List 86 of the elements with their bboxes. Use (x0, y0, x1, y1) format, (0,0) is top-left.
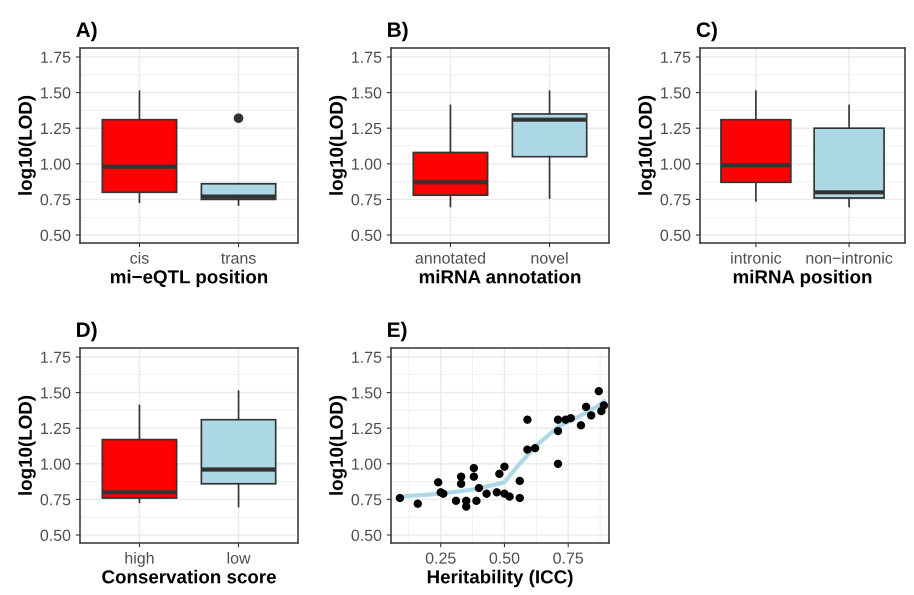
y-tick-label: 1.25 (41, 422, 70, 434)
point (554, 426, 562, 436)
y-tick-label: 0.50 (352, 230, 382, 241)
point (456, 480, 466, 488)
point (582, 402, 590, 411)
point (554, 415, 562, 424)
y-tick-label: 0.75 (40, 494, 70, 506)
point (516, 494, 524, 502)
point (456, 472, 466, 481)
chart-title: C) (696, 22, 717, 42)
point (600, 401, 608, 410)
y-tick-label: 1.50 (352, 87, 382, 99)
y-tick-label: 0.75 (352, 194, 382, 206)
y-tick-label: 1.00 (352, 158, 382, 170)
y-tick-label: 0.50 (40, 530, 70, 541)
point (470, 464, 478, 472)
point (576, 421, 586, 430)
x-tick-label: novel (532, 252, 568, 264)
y-tick-label: 1.25 (352, 122, 382, 134)
point (500, 462, 509, 471)
x-tick-label: intronic (731, 252, 782, 264)
point (566, 414, 575, 422)
point (495, 470, 504, 478)
y-tick-label: 0.50 (40, 230, 70, 241)
x-tick-label: 0.75 (553, 552, 584, 564)
y-tick-label: 1.75 (352, 352, 382, 363)
y-tick-label: 1.75 (352, 52, 382, 63)
chart-title: E) (388, 322, 406, 342)
x-tick-label: high (125, 552, 154, 567)
y-axis-title: log10(LOD) (329, 396, 347, 495)
point (439, 490, 448, 498)
point (474, 484, 484, 492)
point (434, 478, 442, 486)
y-tick-label: 0.50 (660, 230, 690, 241)
y-tick-label: 0.75 (40, 194, 70, 206)
y-tick-label: 0.75 (660, 194, 690, 206)
point (482, 490, 491, 498)
chart-title: A) (76, 22, 97, 42)
x-tick-label: low (228, 552, 251, 564)
chart-title: B) (388, 22, 408, 42)
y-tick-label: 1.00 (661, 158, 690, 170)
y-tick-label: 1.50 (41, 87, 70, 99)
point (472, 496, 481, 506)
y-axis-title: log10(LOD) (329, 96, 347, 195)
x-tick-label: non−intronic (806, 252, 892, 264)
y-tick-label: 0.50 (352, 530, 382, 541)
y-tick-label: 1.25 (661, 122, 690, 134)
y-tick-label: 1.00 (352, 458, 382, 470)
point (554, 460, 562, 468)
x-axis-title: Heritability (ICC) (428, 570, 573, 588)
y-tick-label: 1.00 (41, 158, 70, 170)
point (523, 445, 532, 454)
x-axis-title: Conservation score (102, 570, 276, 584)
y-tick-label: 1.00 (41, 458, 70, 470)
point (470, 472, 478, 481)
x-tick-label: annotated (416, 252, 485, 264)
y-tick-label: 1.25 (352, 422, 382, 434)
y-tick-label: 1.75 (41, 352, 70, 363)
x-axis-title: miRNA position (734, 270, 872, 288)
point (505, 492, 514, 501)
x-tick-label: cis (130, 252, 149, 264)
point (414, 500, 422, 508)
point (492, 488, 501, 496)
x-axis-title: miRNA annotation (420, 270, 580, 284)
y-tick-label: 1.50 (41, 387, 70, 399)
y-axis-title: log10(LOD) (18, 396, 36, 495)
y-tick-label: 1.50 (661, 87, 690, 99)
point (516, 476, 524, 486)
x-axis-title: mi−eQTL position (110, 270, 268, 288)
y-tick-label: 1.75 (661, 52, 690, 63)
y-tick-label: 1.25 (41, 122, 70, 134)
point (396, 494, 404, 502)
point (586, 411, 596, 420)
y-axis-title: log10(LOD) (18, 96, 36, 195)
x-tick-label: 0.25 (426, 552, 456, 564)
point (523, 415, 532, 424)
chart-title: D) (77, 322, 97, 342)
x-tick-label: 0.50 (490, 552, 520, 564)
point (452, 496, 460, 506)
y-tick-label: 1.75 (41, 52, 70, 63)
x-tick-label: trans (221, 253, 256, 264)
y-axis-title: log10(LOD) (638, 96, 656, 195)
y-tick-label: 0.75 (352, 494, 382, 506)
y-tick-label: 1.50 (352, 387, 382, 399)
point (594, 386, 603, 396)
point (530, 444, 540, 452)
